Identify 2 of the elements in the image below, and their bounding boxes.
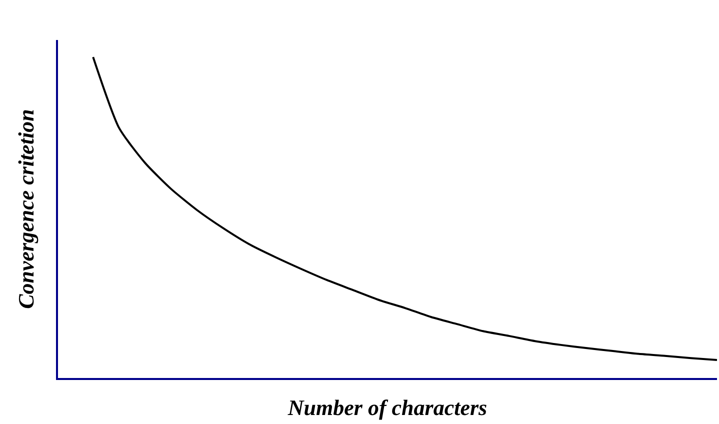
y-axis-title: Convergence critetion — [13, 109, 38, 309]
x-axis-title: Number of characters — [286, 394, 488, 420]
